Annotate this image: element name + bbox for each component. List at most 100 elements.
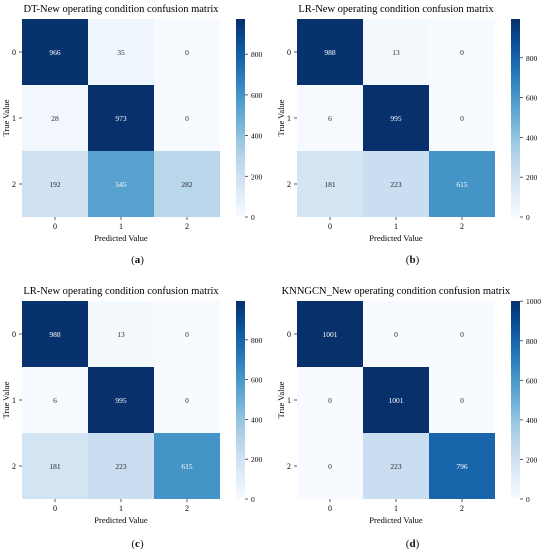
cell-value-label: 615 <box>456 180 468 189</box>
heatmap-cell <box>88 367 154 433</box>
cell-value-label: 181 <box>324 180 336 189</box>
y-axis-label: True Value <box>1 381 11 418</box>
heatmap-cell <box>154 85 220 151</box>
colorbar <box>236 19 245 217</box>
chart-panel-a: DT-New operating condition confusion mat… <box>0 0 275 278</box>
chart-panel-b: LR-New operating condition confusion mat… <box>275 0 550 278</box>
cell-value-label: 0 <box>185 396 189 405</box>
heatmap-cell <box>297 433 363 499</box>
colorbar-tick-label: 1000 <box>526 297 541 306</box>
heatmap-cell <box>297 301 363 367</box>
cell-value-label: 615 <box>181 462 193 471</box>
cell-value-label: 13 <box>117 330 125 339</box>
chart-title: KNNGCN_New operating condition confusion… <box>282 286 511 297</box>
y-axis-label: True Value <box>276 381 286 418</box>
heatmap-cell <box>22 433 88 499</box>
y-axis-label: True Value <box>1 99 11 136</box>
heatmap-cell <box>88 151 154 217</box>
heatmap-cell <box>22 19 88 85</box>
heatmap-cell <box>363 19 429 85</box>
heatmap-cell <box>22 151 88 217</box>
y-tick-label: 1 <box>12 114 16 123</box>
cell-value-label: 796 <box>456 462 468 471</box>
x-tick-label: 2 <box>460 222 464 231</box>
cell-value-label: 973 <box>115 114 127 123</box>
confusion-matrix-chart-c: LR-New operating condition confusion mat… <box>1 286 263 525</box>
colorbar-tick-label: 600 <box>251 376 263 385</box>
heatmap-cell <box>22 85 88 151</box>
colorbar-tick-label: 400 <box>526 133 538 142</box>
cell-value-label: 0 <box>460 330 464 339</box>
heatmap-cell <box>429 367 495 433</box>
x-tick-label: 1 <box>394 504 398 513</box>
cell-value-label: 0 <box>185 48 189 57</box>
panel-caption-d: (d) <box>405 538 420 550</box>
cell-value-label: 223 <box>115 462 127 471</box>
heatmap-cell <box>88 301 154 367</box>
heatmap-cell <box>429 19 495 85</box>
heatmap-cell <box>297 151 363 217</box>
heatmap-cell <box>22 301 88 367</box>
chart-panel-d: KNNGCN_New operating condition confusion… <box>275 282 550 560</box>
cell-value-label: 13 <box>392 48 400 57</box>
heatmap-cell <box>363 367 429 433</box>
colorbar-tick-label: 200 <box>251 172 263 181</box>
colorbar <box>511 19 520 217</box>
cell-value-label: 192 <box>49 180 61 189</box>
cell-value-label: 0 <box>185 114 189 123</box>
cell-value-label: 6 <box>328 114 332 123</box>
cell-value-label: 1001 <box>389 396 404 405</box>
y-tick-label: 2 <box>287 180 291 189</box>
cell-value-label: 223 <box>390 180 402 189</box>
y-tick-label: 1 <box>287 396 291 405</box>
cell-value-label: 181 <box>49 462 61 471</box>
heatmap-cell <box>154 301 220 367</box>
colorbar-tick-label: 0 <box>251 495 255 504</box>
colorbar-tick-label: 0 <box>251 213 255 222</box>
colorbar <box>511 301 520 499</box>
y-tick-label: 2 <box>12 180 16 189</box>
colorbar-tick-label: 400 <box>251 415 263 424</box>
heatmap-cell <box>154 367 220 433</box>
heatmap-cell <box>429 301 495 367</box>
cell-value-label: 0 <box>460 48 464 57</box>
cell-value-label: 223 <box>390 462 402 471</box>
panel-caption-a: (a) <box>131 254 144 266</box>
heatmap-cell <box>154 433 220 499</box>
cell-value-label: 988 <box>324 48 336 57</box>
colorbar <box>236 301 245 499</box>
colorbar-tick-label: 800 <box>526 54 538 63</box>
colorbar-tick-label: 600 <box>251 91 263 100</box>
colorbar-tick-label: 600 <box>526 376 538 385</box>
x-axis-label: Predicted Value <box>369 515 423 525</box>
x-tick-label: 0 <box>53 222 57 231</box>
chart-title: LR-New operating condition confusion mat… <box>23 286 219 297</box>
cell-value-label: 35 <box>117 48 125 57</box>
colorbar-tick-label: 800 <box>251 50 263 59</box>
confusion-matrix-chart-a: DT-New operating condition confusion mat… <box>1 4 263 243</box>
x-tick-label: 2 <box>185 504 189 513</box>
colorbar-tick-label: 200 <box>526 173 538 182</box>
cell-value-label: 545 <box>115 180 127 189</box>
y-tick-label: 2 <box>287 462 291 471</box>
y-tick-label: 0 <box>287 330 291 339</box>
y-axis-label: True Value <box>276 99 286 136</box>
x-axis-label: Predicted Value <box>369 233 423 243</box>
x-tick-label: 0 <box>328 222 332 231</box>
colorbar-tick-label: 400 <box>526 416 538 425</box>
x-tick-label: 0 <box>328 504 332 513</box>
cell-value-label: 0 <box>328 396 332 405</box>
y-tick-label: 2 <box>12 462 16 471</box>
x-tick-label: 2 <box>185 222 189 231</box>
x-tick-label: 1 <box>119 504 123 513</box>
heatmap-cell <box>88 433 154 499</box>
x-tick-label: 0 <box>53 504 57 513</box>
colorbar-tick-label: 800 <box>526 337 538 346</box>
colorbar-tick-label: 200 <box>251 455 263 464</box>
heatmap-cell <box>363 433 429 499</box>
panel-caption-c: (c) <box>131 538 144 550</box>
heatmap-cell <box>297 367 363 433</box>
heatmap-cell <box>363 85 429 151</box>
colorbar-tick-label: 400 <box>251 132 263 141</box>
cell-value-label: 282 <box>181 180 193 189</box>
